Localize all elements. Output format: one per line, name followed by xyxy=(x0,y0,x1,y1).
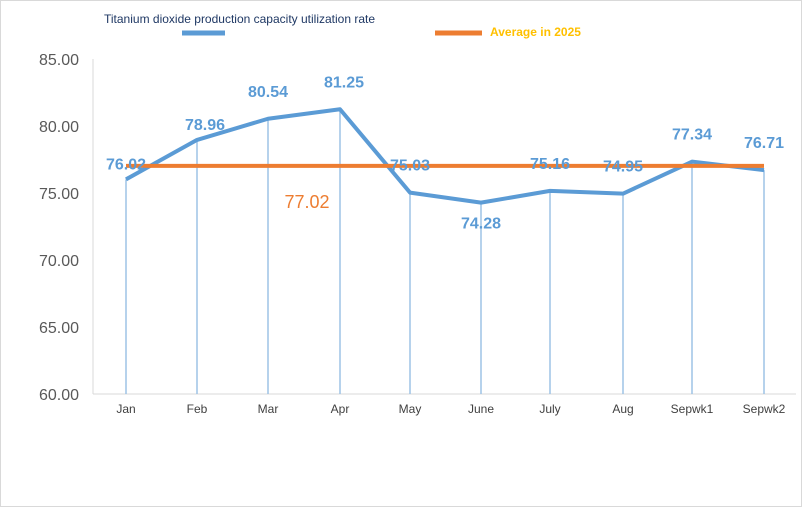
data-label: 81.25 xyxy=(324,74,364,91)
x-tick-label: June xyxy=(468,402,494,416)
legend-average-label: Average in 2025 xyxy=(490,25,581,39)
data-label: 74.95 xyxy=(603,159,643,176)
x-tick-label: July xyxy=(539,402,560,416)
y-tick-label: 85.00 xyxy=(39,52,79,69)
data-label: 74.28 xyxy=(461,216,501,233)
legend: Titanium dioxide production capacity uti… xyxy=(104,12,581,39)
y-tick-label: 70.00 xyxy=(39,253,79,270)
x-tick-label: Apr xyxy=(331,402,350,416)
x-tick-label: Jan xyxy=(116,402,135,416)
data-label: 77.34 xyxy=(672,127,712,144)
data-label: 78.96 xyxy=(185,117,225,134)
data-label: 76.71 xyxy=(744,135,784,152)
data-label: 76.02 xyxy=(106,156,146,173)
x-tick-label: Aug xyxy=(612,402,633,416)
x-tick-label: Sepwk2 xyxy=(743,402,786,416)
data-label: 80.54 xyxy=(248,84,288,101)
x-tick-label: Mar xyxy=(258,402,279,416)
series-line-utilization xyxy=(125,107,765,205)
y-tick-label: 65.00 xyxy=(39,320,79,337)
y-tick-label: 60.00 xyxy=(39,387,79,404)
y-tick-label: 80.00 xyxy=(39,119,79,136)
data-label: 75.03 xyxy=(390,158,430,175)
y-tick-labels: 60.00 65.00 70.00 75.00 80.00 85.00 xyxy=(39,52,79,404)
average-value-label: 77.02 xyxy=(284,192,329,212)
data-label: 75.16 xyxy=(530,156,570,173)
x-tick-label: Sepwk1 xyxy=(671,402,714,416)
data-labels: 76.02 78.96 80.54 81.25 75.03 74.28 75.16 74.95… xyxy=(106,74,784,232)
x-tick-label: May xyxy=(399,402,422,416)
series-layer xyxy=(125,107,765,205)
y-tick-label: 75.00 xyxy=(39,186,79,203)
drop-lines xyxy=(125,109,765,394)
legend-series-label: Titanium dioxide production capacity uti… xyxy=(104,12,375,26)
x-tick-label: Feb xyxy=(187,402,208,416)
x-tick-labels: Jan Feb Mar Apr May June July Aug Sepwk1 Sepwk2 xyxy=(116,402,785,416)
